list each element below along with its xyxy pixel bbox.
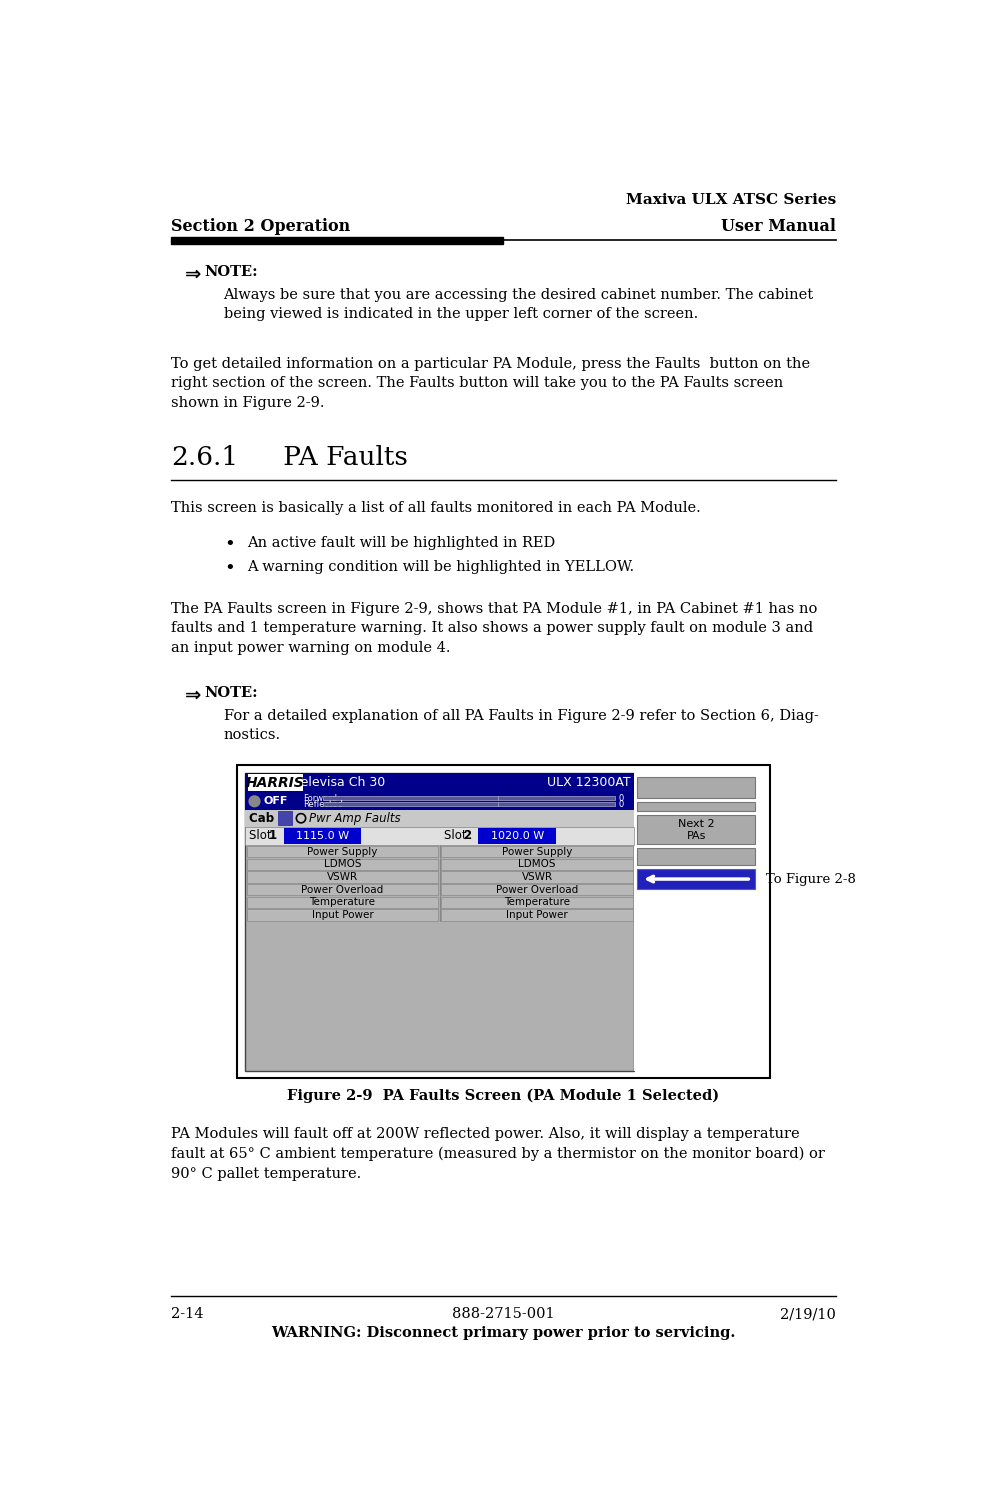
Text: •: • <box>224 561 235 578</box>
Text: Always be sure that you are accessing the desired cabinet number. The cabinet
be: Always be sure that you are accessing th… <box>224 287 814 321</box>
Text: Reflected: Reflected <box>303 800 343 809</box>
Text: For a detailed explanation of all PA Faults in Figure 2-9 refer to Section 6, Di: For a detailed explanation of all PA Fau… <box>224 709 818 742</box>
Text: HARRIS: HARRIS <box>246 776 304 789</box>
Bar <box>278 812 292 826</box>
Text: •: • <box>224 535 235 553</box>
Bar <box>441 897 632 909</box>
Bar <box>171 237 503 243</box>
Text: NOTE:: NOTE: <box>204 265 257 278</box>
Bar <box>323 803 615 806</box>
Text: PA Modules will fault off at 200W reflected power. Also, it will display a tempe: PA Modules will fault off at 200W reflec… <box>171 1126 825 1181</box>
Bar <box>246 897 438 909</box>
Bar <box>637 815 755 844</box>
Text: 1115.0 W: 1115.0 W <box>297 832 350 841</box>
Text: VSWR: VSWR <box>327 872 358 881</box>
Text: Next 2
PAs: Next 2 PAs <box>678 818 715 841</box>
Bar <box>478 829 556 844</box>
Text: WARNING: Disconnect primary power prior to servicing.: WARNING: Disconnect primary power prior … <box>271 1326 736 1341</box>
Bar <box>441 871 632 883</box>
Bar <box>246 885 438 895</box>
Text: Power Overload: Power Overload <box>301 885 384 895</box>
Text: 0: 0 <box>619 794 624 803</box>
Text: 1020.0 W: 1020.0 W <box>491 832 544 841</box>
Text: OFF: OFF <box>263 797 288 806</box>
Bar <box>441 885 632 895</box>
Text: Maxiva ULX ATSC Series: Maxiva ULX ATSC Series <box>626 194 836 207</box>
Bar <box>246 827 634 845</box>
Text: A warning condition will be highlighted in YELLOW.: A warning condition will be highlighted … <box>246 561 633 575</box>
Text: 888-2715-001: 888-2715-001 <box>452 1308 555 1321</box>
Text: Power Overload: Power Overload <box>496 885 578 895</box>
Bar <box>634 773 758 1070</box>
Text: NOTE:: NOTE: <box>204 686 257 700</box>
Bar <box>441 845 632 857</box>
Bar <box>246 810 634 827</box>
Bar <box>323 797 615 800</box>
Bar <box>284 829 361 844</box>
Text: LDMOS: LDMOS <box>518 859 556 869</box>
Text: 2-14: 2-14 <box>171 1308 203 1321</box>
Circle shape <box>249 795 260 807</box>
Text: Figure 2-9  PA Faults Screen (PA Module 1 Selected): Figure 2-9 PA Faults Screen (PA Module 1… <box>287 1089 720 1102</box>
Text: This screen is basically a list of all faults monitored in each PA Module.: This screen is basically a list of all f… <box>171 500 700 516</box>
Bar <box>637 777 755 798</box>
Text: Forward: Forward <box>303 794 338 803</box>
Text: Cab 1: Cab 1 <box>249 812 287 824</box>
Bar <box>246 792 634 810</box>
Bar <box>441 859 632 869</box>
Text: To Figure 2-8: To Figure 2-8 <box>766 872 856 886</box>
Text: Temperature: Temperature <box>504 897 570 907</box>
Text: Section 2 Operation: Section 2 Operation <box>171 218 350 236</box>
Bar <box>637 869 755 889</box>
Text: PA Faults: PA Faults <box>258 445 409 470</box>
Text: Input Power: Input Power <box>506 910 568 921</box>
Text: ⇒: ⇒ <box>185 686 201 705</box>
Text: The PA Faults screen in Figure 2-9, shows that PA Module #1, in PA Cabinet #1 ha: The PA Faults screen in Figure 2-9, show… <box>171 602 817 655</box>
Text: Input Power: Input Power <box>311 910 373 921</box>
Text: Pwr Amp Faults: Pwr Amp Faults <box>308 812 401 824</box>
Bar <box>246 871 438 883</box>
Bar <box>246 845 438 857</box>
Text: Power Supply: Power Supply <box>307 847 378 856</box>
Bar <box>246 909 438 921</box>
Text: Power Supply: Power Supply <box>502 847 573 856</box>
Bar <box>246 773 634 792</box>
Text: Slot: Slot <box>444 830 470 842</box>
Bar <box>246 859 438 869</box>
Text: LDMOS: LDMOS <box>324 859 361 869</box>
Text: 2.6.1: 2.6.1 <box>171 445 238 470</box>
Bar <box>238 765 770 1078</box>
Bar <box>637 801 755 812</box>
Text: User Manual: User Manual <box>721 218 836 236</box>
Text: 1: 1 <box>268 830 277 842</box>
Text: To get detailed information on a particular PA Module, press the Faults  button : To get detailed information on a particu… <box>171 357 810 410</box>
Text: 2: 2 <box>463 830 471 842</box>
Bar <box>246 773 634 1070</box>
Bar <box>247 774 303 791</box>
Text: 2/19/10: 2/19/10 <box>780 1308 836 1321</box>
Bar <box>637 848 755 865</box>
Text: Slot: Slot <box>249 830 275 842</box>
Text: VSWR: VSWR <box>521 872 553 881</box>
Text: ⇒: ⇒ <box>185 265 201 284</box>
Text: Temperature: Temperature <box>309 897 375 907</box>
Text: An active fault will be highlighted in RED: An active fault will be highlighted in R… <box>246 535 555 550</box>
Text: Televisa Ch 30: Televisa Ch 30 <box>295 776 385 789</box>
Text: 0: 0 <box>619 800 624 809</box>
Bar <box>441 909 632 921</box>
Text: ULX 12300AT: ULX 12300AT <box>547 776 630 789</box>
